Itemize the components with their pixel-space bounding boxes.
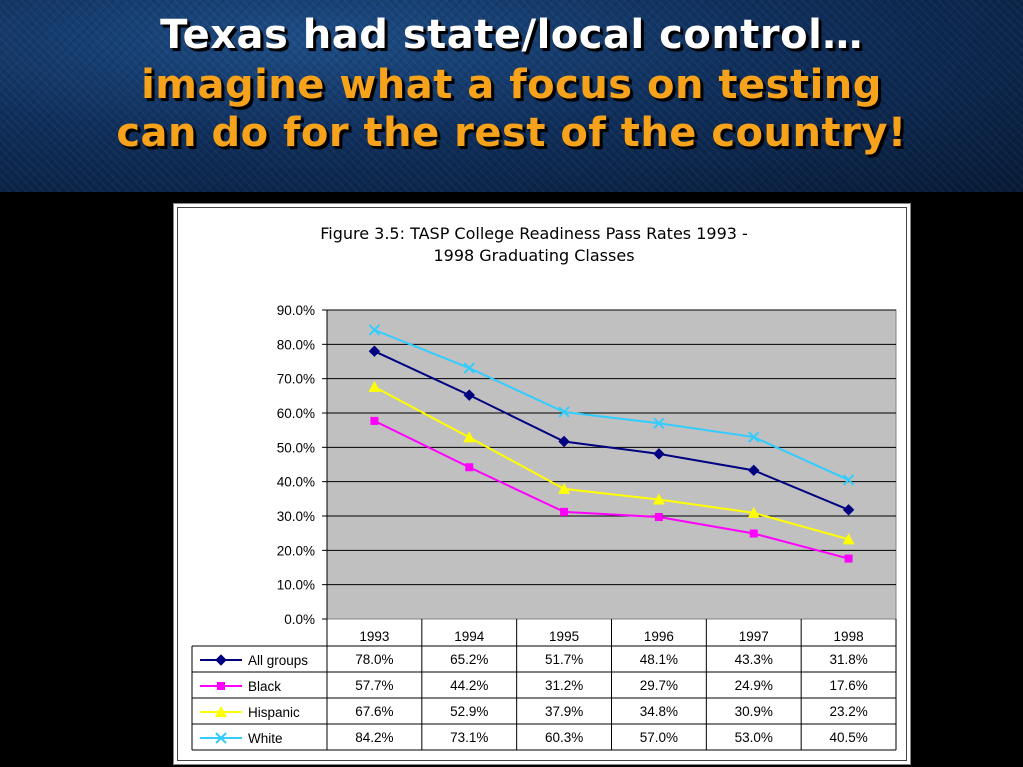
data-point-all-groups xyxy=(842,504,855,516)
table-cell: 78.0% xyxy=(355,652,393,667)
line-chart: 0.0% 10.0% 20.0% 30.0% 40.0% 50.0% 60.0% 70.0% 8… xyxy=(191,303,897,751)
y-tick-label: 40.0% xyxy=(277,475,315,490)
x-tick-label: 1998 xyxy=(834,629,864,644)
table-cell: 29.7% xyxy=(640,678,678,693)
data-point-all-groups xyxy=(215,654,227,666)
table-cell: 67.6% xyxy=(355,704,393,719)
table-cell: 40.5% xyxy=(829,730,867,745)
table-cell: 57.0% xyxy=(640,730,678,745)
data-point-black xyxy=(749,529,758,538)
table-cell: 57.7% xyxy=(355,678,393,693)
data-point-black xyxy=(560,507,569,516)
table-cell: 52.9% xyxy=(450,704,488,719)
data-point-hispanic xyxy=(368,380,381,392)
y-tick-label: 50.0% xyxy=(277,440,315,455)
y-tick-label: 70.0% xyxy=(277,372,315,387)
x-tick-label: 1994 xyxy=(454,629,485,644)
data-point-white xyxy=(748,431,760,443)
y-tick-label: 90.0% xyxy=(277,303,315,318)
data-point-hispanic xyxy=(652,493,665,505)
table-cell: 53.0% xyxy=(735,730,773,745)
data-point-all-groups xyxy=(463,389,475,401)
chart-title-line-1: Figure 3.5: TASP College Readiness Pass … xyxy=(320,224,748,243)
y-tick-label: 20.0% xyxy=(277,543,315,558)
x-tick-label: 1993 xyxy=(359,629,389,644)
legend-label: All groups xyxy=(248,653,308,668)
x-tick-label: 1995 xyxy=(549,629,579,644)
data-point-white xyxy=(368,324,381,336)
data-point-black xyxy=(844,554,853,563)
data-point-all-groups xyxy=(558,435,570,448)
data-point-all-groups xyxy=(368,345,381,357)
data-point-black xyxy=(465,463,474,472)
data-point-black xyxy=(654,513,663,522)
data-point-white xyxy=(463,362,475,374)
chart-frame xyxy=(177,207,907,761)
legend-label: Hispanic xyxy=(248,705,300,720)
y-tick-label: 10.0% xyxy=(277,578,315,593)
data-point-hispanic xyxy=(558,482,571,494)
table-cell: 65.2% xyxy=(450,652,488,667)
table-cell: 60.3% xyxy=(545,730,583,745)
data-point-all-groups xyxy=(653,448,665,460)
data-point-all-groups xyxy=(748,464,760,477)
legend-label: White xyxy=(248,731,283,746)
data-point-hispanic xyxy=(215,706,227,717)
x-tick-label: 1996 xyxy=(644,629,674,644)
table-cell: 37.9% xyxy=(545,704,583,719)
data-point-white xyxy=(842,474,855,486)
data-point-black xyxy=(370,416,379,425)
y-tick-label: 30.0% xyxy=(277,509,315,524)
slide-title-line-3: can do for the rest of the country! xyxy=(116,110,907,156)
slide-header: Texas had state/local control… imagine w… xyxy=(0,0,1023,192)
legend-label: Black xyxy=(248,679,281,694)
table-cell: 51.7% xyxy=(545,652,583,667)
series-line-white xyxy=(374,328,849,481)
data-point-white xyxy=(653,417,665,430)
table-cell: 48.1% xyxy=(640,652,678,667)
series-line-black xyxy=(373,419,849,560)
table-cell: 73.1% xyxy=(450,730,488,745)
data-point-hispanic xyxy=(842,533,855,545)
chart-figure: Figure 3.5: TASP College Readiness Pass … xyxy=(173,203,911,765)
chart-title-line-2: 1998 Graduating Classes xyxy=(433,246,635,265)
slide-title-line-2: imagine what a focus on testing xyxy=(141,62,882,108)
data-point-white xyxy=(558,406,570,418)
series-line-hispanic xyxy=(373,386,849,541)
table-cell: 31.8% xyxy=(829,652,867,667)
y-tick-label: 60.0% xyxy=(277,406,315,421)
slide-title-line-1: Texas had state/local control… xyxy=(160,12,863,58)
x-tick-label: 1997 xyxy=(739,629,769,644)
series-line-all-groups xyxy=(373,350,849,511)
table-cell: 17.6% xyxy=(829,678,867,693)
table-cell: 34.8% xyxy=(640,704,678,719)
table-cell: 84.2% xyxy=(355,730,393,745)
table-cell: 44.2% xyxy=(450,678,488,693)
data-point-black xyxy=(217,682,225,690)
y-tick-label: 0.0% xyxy=(284,612,315,627)
plot-area xyxy=(326,309,897,620)
y-tick-label: 80.0% xyxy=(277,337,315,352)
table-cell: 23.2% xyxy=(829,704,867,719)
table-cell: 30.9% xyxy=(735,704,773,719)
data-point-hispanic xyxy=(747,506,760,518)
data-point-white xyxy=(215,732,227,744)
table-cell: 31.2% xyxy=(545,678,583,693)
table-cell: 43.3% xyxy=(735,652,773,667)
data-point-hispanic xyxy=(463,431,476,443)
table-cell: 24.9% xyxy=(735,678,773,693)
